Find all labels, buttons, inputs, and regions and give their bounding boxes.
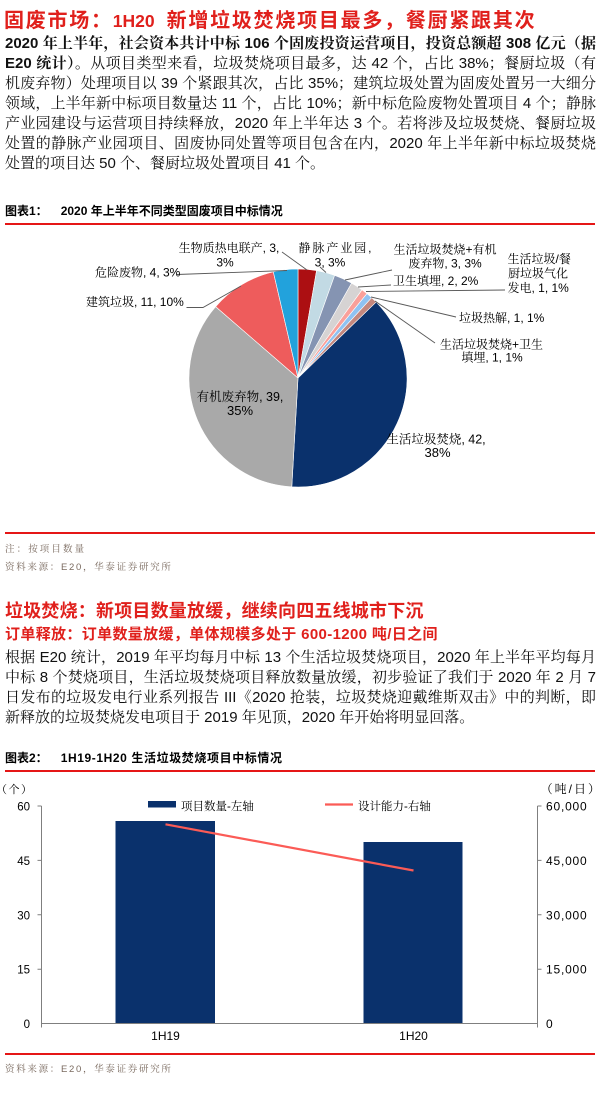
svg-text:卫生填埋, 2, 2%: 卫生填埋, 2, 2% (393, 273, 479, 288)
svg-text:填埋, 1, 1%: 填埋, 1, 1% (461, 350, 523, 365)
svg-text:项目数量-左轴: 项目数量-左轴 (181, 799, 254, 813)
svg-text:60: 60 (17, 802, 30, 814)
svg-text:45,000: 45,000 (546, 854, 588, 868)
svg-text:建筑垃圾, 11, 10%: 建筑垃圾, 11, 10% (86, 294, 184, 309)
svg-text:静脉产业园,: 静脉产业园, (299, 240, 372, 255)
svg-text:45: 45 (17, 856, 30, 868)
svg-text:生活垃圾/餐: 生活垃圾/餐 (508, 251, 571, 266)
svg-text:生物质热电联产, 3,: 生物质热电联产, 3, (179, 240, 280, 255)
svg-text:38%: 38% (424, 445, 450, 460)
svg-text:垃圾热解, 1, 1%: 垃圾热解, 1, 1% (459, 310, 545, 325)
svg-text:发电, 1, 1%: 发电, 1, 1% (508, 280, 570, 295)
svg-text:生活垃圾焚烧, 42,: 生活垃圾焚烧, 42, (386, 432, 485, 447)
svg-text:15,000: 15,000 (546, 963, 588, 977)
svg-text:3, 3%: 3, 3% (315, 256, 346, 270)
svg-text:1H19: 1H19 (151, 1029, 180, 1043)
svg-text:废弃物, 3, 3%: 废弃物, 3, 3% (408, 256, 482, 271)
svg-text:（吨/日）: （吨/日） (541, 781, 600, 796)
svg-text:危险废物, 4, 3%: 危险废物, 4, 3% (95, 265, 181, 280)
svg-text:生活垃圾焚烧+有机: 生活垃圾焚烧+有机 (393, 242, 496, 257)
svg-text:厨垃圾气化: 厨垃圾气化 (508, 266, 568, 281)
svg-text:生活垃圾焚烧+卫生: 生活垃圾焚烧+卫生 (440, 337, 543, 352)
svg-text:30,000: 30,000 (546, 908, 588, 922)
svg-text:30: 30 (17, 910, 30, 922)
svg-text:3%: 3% (216, 256, 234, 270)
svg-text:0: 0 (546, 1017, 553, 1031)
svg-text:60,000: 60,000 (546, 800, 588, 814)
svg-text:（个）: （个） (0, 783, 34, 796)
svg-text:35%: 35% (227, 403, 253, 418)
svg-text:15: 15 (17, 965, 30, 977)
svg-text:设计能力-右轴: 设计能力-右轴 (358, 799, 431, 813)
svg-text:1H20: 1H20 (399, 1029, 428, 1043)
svg-text:0: 0 (24, 1019, 30, 1031)
svg-text:有机废弃物, 39,: 有机废弃物, 39, (197, 389, 284, 404)
